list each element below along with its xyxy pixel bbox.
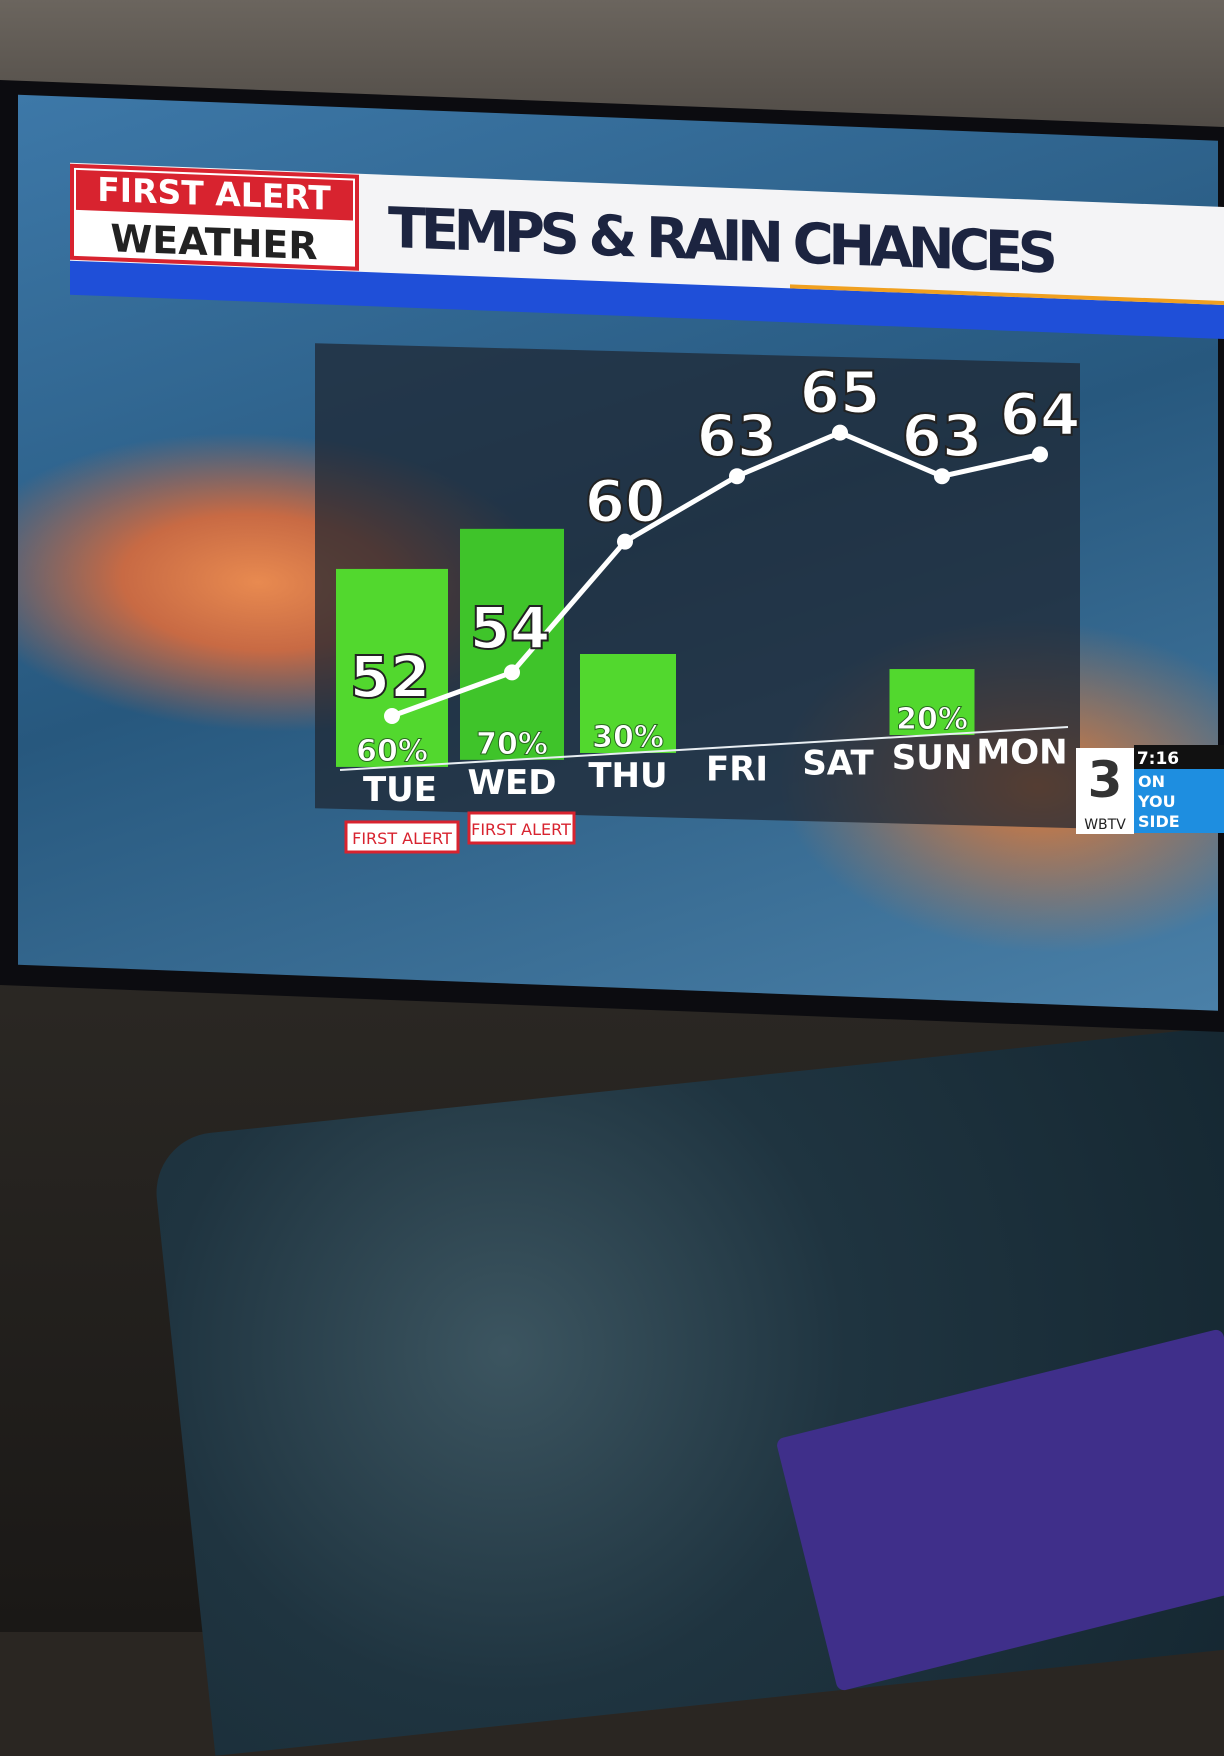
rain-chance-label: 20% <box>896 702 968 737</box>
slogan-line: ON <box>1138 772 1165 791</box>
temperature-label: 64 <box>1000 380 1081 448</box>
temperature-label: 63 <box>697 402 778 470</box>
slogan-line: SIDE <box>1138 812 1180 831</box>
rain-chance-bar-wed <box>460 528 564 760</box>
station-name: WBTV <box>1084 817 1126 833</box>
rain-chance-label: 30% <box>592 720 664 755</box>
clock: 7:16 <box>1137 749 1179 769</box>
station-logo-3: 3 <box>1088 751 1123 809</box>
day-label-sun: SUN <box>892 738 973 778</box>
day-label-fri: FRI <box>706 750 768 790</box>
day-label-wed: WED <box>468 763 557 803</box>
temperature-point <box>384 708 400 724</box>
temperature-label: 52 <box>350 643 431 711</box>
svg-text:FIRST ALERT: FIRST ALERT <box>352 829 452 848</box>
rain-chance-label: 70% <box>476 727 548 762</box>
day-label-mon: MON <box>976 733 1067 773</box>
logo-line2: WEATHER <box>110 216 317 268</box>
temperature-point <box>729 468 745 485</box>
logo-line1: FIRST ALERT <box>97 170 331 218</box>
rain-chance-bar-sun <box>889 669 975 736</box>
temperature-label: 60 <box>585 468 666 536</box>
svg-text:FIRST ALERT: FIRST ALERT <box>471 820 571 839</box>
rain-chance-bar-thu <box>580 653 676 753</box>
first-alert-badge: FIRST ALERT <box>467 811 576 845</box>
temperature-point <box>1032 446 1048 463</box>
day-label-sat: SAT <box>802 744 874 784</box>
x-axis-line <box>339 726 1069 771</box>
rain-chance-label: 60% <box>356 734 428 769</box>
temperature-point <box>617 533 633 550</box>
header-bar: FIRST ALERT WEATHER TEMPS & RAIN CHANCES <box>70 162 1224 340</box>
day-label-thu: THU <box>588 756 667 796</box>
slogan-line: YOU <box>1137 792 1176 811</box>
station-bug: 3 WBTV 7:16 ON YOU SIDE <box>1076 745 1224 834</box>
temperature-label: 63 <box>902 402 983 470</box>
temperature-point <box>934 468 950 485</box>
rain-chance-bar-tue <box>336 568 448 767</box>
temperature-point <box>832 424 848 441</box>
temperature-label: 54 <box>470 594 551 662</box>
first-alert-badge: FIRST ALERT <box>344 820 460 854</box>
weather-graphic: FIRST ALERT WEATHER TEMPS & RAIN CHANCES… <box>70 162 1224 854</box>
temperature-point <box>504 664 520 681</box>
day-label-tue: TUE <box>363 770 437 810</box>
temperature-label: 65 <box>800 359 881 427</box>
